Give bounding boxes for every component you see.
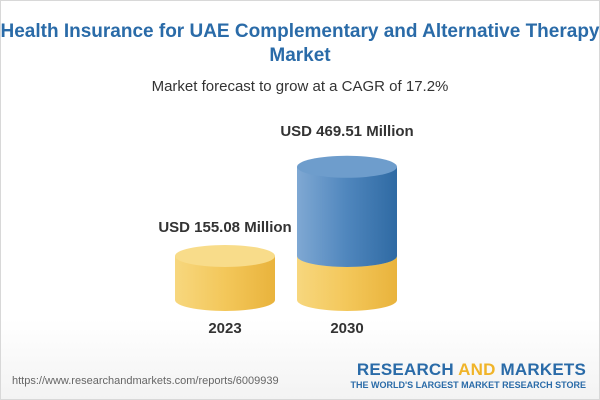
x-tick-2023: 2023: [208, 320, 242, 337]
brand-logo: RESEARCH AND MARKETS: [356, 360, 586, 379]
bar-2030-base-body: [297, 256, 397, 311]
source-url[interactable]: https://www.researchandmarkets.com/repor…: [12, 375, 279, 387]
chart-title: Health Insurance for UAE Complementary a…: [0, 21, 600, 66]
value-label-2030: USD 469.51 Million: [280, 123, 414, 140]
bar-2023-base-top: [175, 245, 275, 267]
value-label-2023: USD 155.08 Million: [158, 219, 292, 236]
brand-tagline: THE WORLD'S LARGEST MARKET RESEARCH STOR…: [350, 380, 586, 390]
bar-2030-growth-body: [297, 166, 397, 267]
bar-2030-growth-top: [297, 155, 397, 178]
chart-subtitle: Market forecast to grow at a CAGR of 17.…: [151, 78, 449, 95]
bar-2023-base-body: [175, 256, 275, 311]
x-tick-2030: 2030: [330, 320, 364, 337]
